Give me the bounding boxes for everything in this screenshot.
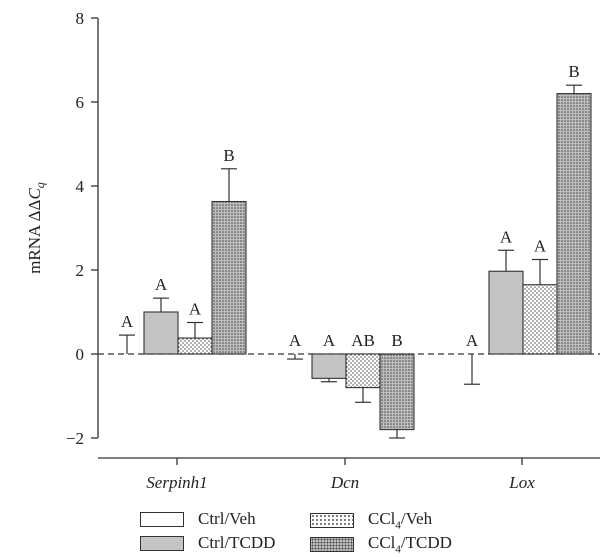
significance-label: A [189, 300, 202, 319]
significance-label: A [323, 331, 336, 350]
bar [345, 353, 381, 389]
y-tick-label: 6 [76, 93, 85, 112]
y-axis-label: mRNA ΔΔCq [25, 182, 47, 274]
significance-label: AB [351, 331, 375, 350]
y-tick-label: 2 [76, 261, 85, 280]
y-tick-label: 4 [76, 177, 85, 196]
bar [522, 284, 558, 355]
significance-label: A [466, 331, 479, 350]
axes-group: −2 0 2 4 6 8 Serpinh1 Dcn Lox mRNA ΔΔCq [25, 9, 600, 492]
x-tick-label: Serpinh1 [146, 473, 207, 492]
bar [143, 311, 179, 355]
bar [177, 337, 213, 355]
bar [211, 200, 247, 355]
significance-label: A [534, 237, 547, 256]
significance-label: A [500, 227, 513, 246]
bar [379, 353, 415, 431]
significance-label: B [568, 62, 579, 81]
significance-label: B [223, 146, 234, 165]
x-tick-label: Lox [508, 473, 535, 492]
significance-label: A [121, 312, 134, 331]
bar [311, 353, 347, 379]
bar [556, 93, 592, 355]
y-tick-label: 8 [76, 9, 85, 28]
x-tick-label: Dcn [330, 473, 359, 492]
significance-label: B [391, 331, 402, 350]
bars-group [119, 84, 592, 439]
y-tick-label: 0 [76, 345, 85, 364]
significance-label: A [289, 331, 302, 350]
bar [488, 270, 524, 355]
y-tick-label: −2 [66, 429, 84, 448]
significance-label: A [155, 275, 168, 294]
